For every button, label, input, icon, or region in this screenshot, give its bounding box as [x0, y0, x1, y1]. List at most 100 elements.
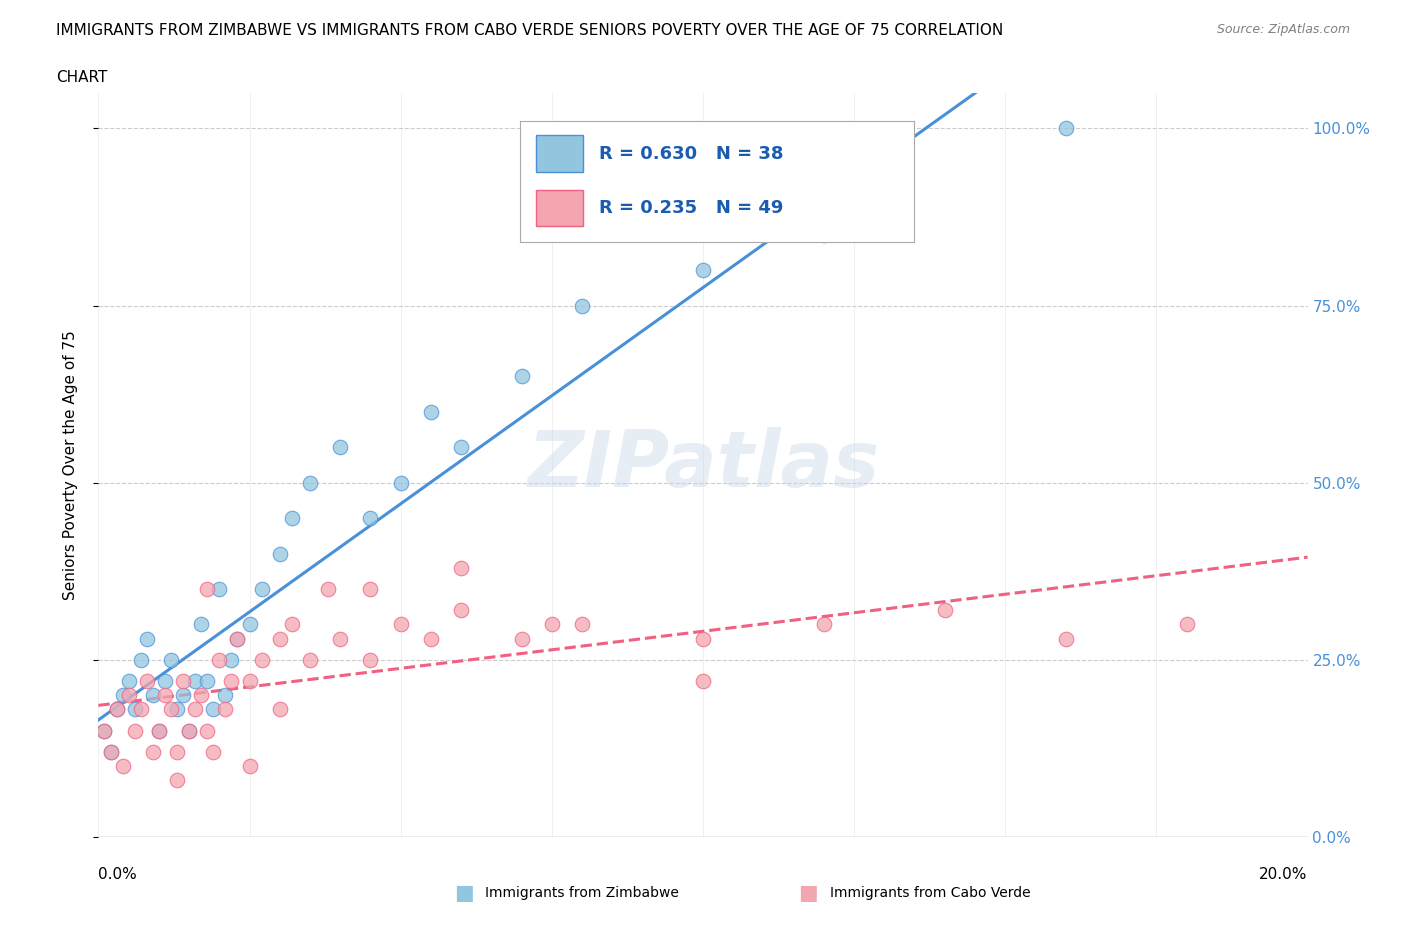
Point	[166, 702, 188, 717]
Text: R = 0.235   N = 49: R = 0.235 N = 49	[599, 199, 783, 217]
Point	[450, 603, 472, 618]
Text: IMMIGRANTS FROM ZIMBABWE VS IMMIGRANTS FROM CABO VERDE SENIORS POVERTY OVER THE : IMMIGRANTS FROM ZIMBABWE VS IMMIGRANTS F…	[56, 23, 1004, 38]
Point	[172, 673, 194, 688]
Point	[208, 653, 231, 668]
Point	[250, 653, 273, 668]
Point	[190, 688, 212, 703]
Point	[129, 653, 152, 668]
Point	[153, 688, 176, 703]
Point	[329, 631, 352, 646]
Point	[316, 581, 339, 596]
Point	[329, 440, 352, 455]
Point	[420, 405, 443, 419]
Point	[450, 560, 472, 575]
Point	[148, 724, 170, 738]
Text: CHART: CHART	[56, 70, 108, 85]
Point	[281, 617, 304, 631]
Point	[239, 759, 262, 774]
Point	[184, 702, 207, 717]
Point	[93, 724, 115, 738]
Point	[269, 702, 291, 717]
Point	[160, 653, 183, 668]
Point	[420, 631, 443, 646]
Point	[510, 369, 533, 384]
Point	[692, 262, 714, 277]
Point	[142, 688, 165, 703]
Point	[299, 475, 322, 490]
Point	[195, 581, 218, 596]
Point	[540, 617, 562, 631]
Point	[195, 673, 218, 688]
Point	[111, 688, 134, 703]
Point	[93, 724, 115, 738]
Point	[129, 702, 152, 717]
Point	[510, 631, 533, 646]
Point	[813, 617, 835, 631]
Text: Immigrants from Cabo Verde: Immigrants from Cabo Verde	[830, 885, 1031, 900]
Point	[118, 673, 141, 688]
Point	[269, 546, 291, 561]
Point	[250, 581, 273, 596]
Text: ZIPatlas: ZIPatlas	[527, 427, 879, 503]
Point	[813, 227, 835, 242]
Point	[214, 702, 236, 717]
Point	[1054, 631, 1077, 646]
Point	[360, 653, 382, 668]
Point	[221, 673, 243, 688]
Point	[111, 759, 134, 774]
Text: 20.0%: 20.0%	[1260, 867, 1308, 882]
Point	[208, 581, 231, 596]
Point	[124, 702, 146, 717]
Point	[571, 299, 593, 313]
Point	[166, 745, 188, 760]
Y-axis label: Seniors Poverty Over the Age of 75: Seniors Poverty Over the Age of 75	[63, 330, 77, 600]
Point	[934, 603, 956, 618]
Point	[124, 724, 146, 738]
Point	[389, 475, 412, 490]
Point	[184, 673, 207, 688]
Text: R = 0.630   N = 38: R = 0.630 N = 38	[599, 144, 783, 163]
Point	[571, 617, 593, 631]
Point	[202, 745, 225, 760]
Point	[389, 617, 412, 631]
Point	[1054, 121, 1077, 136]
Point	[179, 724, 201, 738]
Point	[692, 673, 714, 688]
Point	[226, 631, 249, 646]
Point	[105, 702, 128, 717]
Text: 0.0%: 0.0%	[98, 867, 138, 882]
Point	[135, 631, 157, 646]
Point	[202, 702, 225, 717]
Point	[239, 617, 262, 631]
Text: ■: ■	[454, 883, 474, 903]
Point	[281, 511, 304, 525]
Point	[135, 673, 157, 688]
Point	[100, 745, 122, 760]
Point	[360, 581, 382, 596]
Point	[166, 773, 188, 788]
Point	[692, 631, 714, 646]
Point	[160, 702, 183, 717]
Point	[172, 688, 194, 703]
Point	[360, 511, 382, 525]
Text: ■: ■	[799, 883, 818, 903]
Point	[221, 653, 243, 668]
Point	[299, 653, 322, 668]
FancyBboxPatch shape	[536, 190, 583, 226]
Point	[269, 631, 291, 646]
Point	[179, 724, 201, 738]
Point	[450, 440, 472, 455]
Point	[142, 745, 165, 760]
Point	[153, 673, 176, 688]
Point	[1175, 617, 1198, 631]
Point	[118, 688, 141, 703]
Point	[100, 745, 122, 760]
Point	[148, 724, 170, 738]
Point	[105, 702, 128, 717]
FancyBboxPatch shape	[536, 136, 583, 172]
Text: Source: ZipAtlas.com: Source: ZipAtlas.com	[1216, 23, 1350, 36]
Point	[190, 617, 212, 631]
Point	[239, 673, 262, 688]
Point	[214, 688, 236, 703]
Text: Immigrants from Zimbabwe: Immigrants from Zimbabwe	[485, 885, 679, 900]
